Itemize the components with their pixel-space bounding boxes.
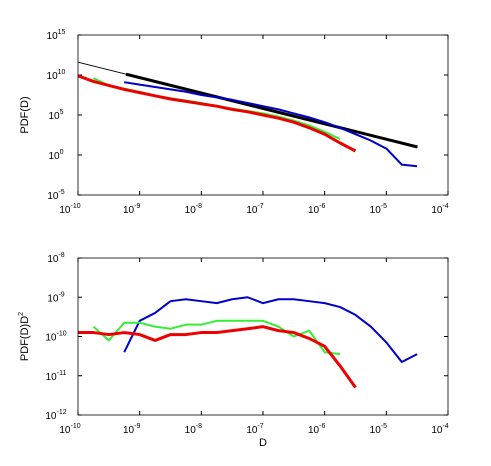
x-tick-label-exponent: -9 [134, 203, 140, 210]
y-tick-label: 1010 [47, 69, 66, 82]
y-tick-label-base: 10 [46, 372, 58, 383]
y-tick-label-exponent: -10 [57, 331, 67, 338]
x-tick-label-base: 10 [59, 425, 71, 436]
x-tick-label: 10-9 [123, 423, 140, 436]
y-tick-label: 10-11 [46, 370, 67, 383]
y-tick-label-exponent: 0 [60, 149, 64, 156]
x-tick-label-base: 10 [370, 205, 382, 216]
y-tick-label: 10-8 [47, 252, 64, 265]
x-tick-label-exponent: -9 [134, 423, 140, 430]
x-tick-label-base: 10 [185, 425, 197, 436]
x-tick-label-exponent: -4 [442, 423, 448, 430]
series-line [124, 81, 418, 168]
x-tick-label-base: 10 [123, 205, 135, 216]
x-tick-label-exponent: -7 [257, 203, 263, 210]
series-line [77, 74, 357, 153]
x-tick-label: 10-6 [308, 423, 325, 436]
x-tick-label-exponent: -4 [442, 203, 448, 210]
x-tick-label: 10-8 [185, 423, 202, 436]
x-tick-label: 10-9 [123, 203, 140, 216]
x-tick-label: 10-6 [308, 203, 325, 216]
series-line [125, 72, 418, 149]
plot-area [78, 258, 448, 415]
series-line [77, 61, 127, 75]
x-tick-label-base: 10 [59, 205, 71, 216]
y-tick-label-exponent: 15 [58, 29, 66, 36]
x-axis-label: D [259, 437, 267, 449]
x-tick-label: 10-7 [246, 423, 263, 436]
x-tick-label-exponent: -5 [381, 423, 387, 430]
y-tick-label-base: 10 [48, 151, 60, 162]
x-tick-label-exponent: -8 [196, 203, 202, 210]
x-tick-label: 10-5 [370, 423, 387, 436]
x-tick-label-base: 10 [431, 205, 443, 216]
x-tick-label: 10-4 [431, 423, 448, 436]
y-tick-label: 10-5 [47, 189, 64, 202]
y-tick-label-exponent: -9 [58, 291, 64, 298]
y-tick-label-base: 10 [47, 31, 59, 42]
y-tick-label: 10-12 [45, 409, 66, 422]
x-tick-label-base: 10 [246, 205, 258, 216]
x-tick-label-exponent: -8 [196, 423, 202, 430]
y-tick-label-base: 10 [45, 333, 57, 344]
series-line [78, 325, 357, 389]
x-tick-label: 10-10 [59, 203, 80, 216]
x-tick-label: 10-10 [59, 423, 80, 436]
y-tick-label: 10-10 [45, 331, 66, 344]
x-tick-label-base: 10 [431, 425, 443, 436]
y-tick-label-exponent: 10 [58, 69, 66, 76]
x-tick-label-base: 10 [308, 205, 320, 216]
y-tick-label-exponent: -11 [57, 370, 67, 377]
x-tick-label-exponent: -10 [71, 423, 81, 430]
y-tick-label-base: 10 [48, 111, 60, 122]
y-tick-label-base: 10 [45, 411, 57, 422]
y-axis-label: PDF(D) [19, 96, 31, 133]
y-tick-label: 10-9 [47, 291, 64, 304]
y-axis-label-base: PDF(D) [19, 96, 31, 133]
x-tick-label: 10-4 [431, 203, 448, 216]
y-axis-label-exponent: 2 [18, 312, 25, 316]
y-tick-label-base: 10 [47, 254, 59, 265]
y-tick-label-base: 10 [47, 191, 59, 202]
y-tick-label-base: 10 [47, 71, 59, 82]
y-tick-label-exponent: -8 [58, 252, 64, 259]
x-tick-label-base: 10 [246, 425, 258, 436]
x-tick-label-base: 10 [185, 205, 197, 216]
x-tick-label-base: 10 [308, 425, 320, 436]
y-tick-label: 100 [48, 149, 63, 162]
y-tick-label-exponent: -12 [57, 409, 67, 416]
x-tick-label-exponent: -6 [319, 423, 325, 430]
y-tick-label-exponent: 5 [60, 109, 64, 116]
y-tick-label-base: 10 [47, 293, 59, 304]
x-tick-label-exponent: -10 [71, 203, 81, 210]
x-tick-label: 10-8 [185, 203, 202, 216]
axes-box [77, 34, 449, 196]
x-tick-label-exponent: -6 [319, 203, 325, 210]
series-line [123, 296, 418, 363]
x-tick-label: 10-5 [370, 203, 387, 216]
x-tick-label-base: 10 [123, 425, 135, 436]
y-axis-label-base: PDF(D)D [19, 316, 31, 361]
x-tick-label-base: 10 [370, 425, 382, 436]
y-axis-label: PDF(D)D2 [18, 312, 31, 361]
y-tick-label-exponent: -5 [58, 189, 64, 196]
x-tick-label: 10-7 [246, 203, 263, 216]
axes-box [77, 257, 449, 416]
y-tick-label: 1015 [47, 29, 66, 42]
x-tick-label-exponent: -5 [381, 203, 387, 210]
x-tick-label-exponent: -7 [257, 423, 263, 430]
y-tick-label: 105 [48, 109, 63, 122]
